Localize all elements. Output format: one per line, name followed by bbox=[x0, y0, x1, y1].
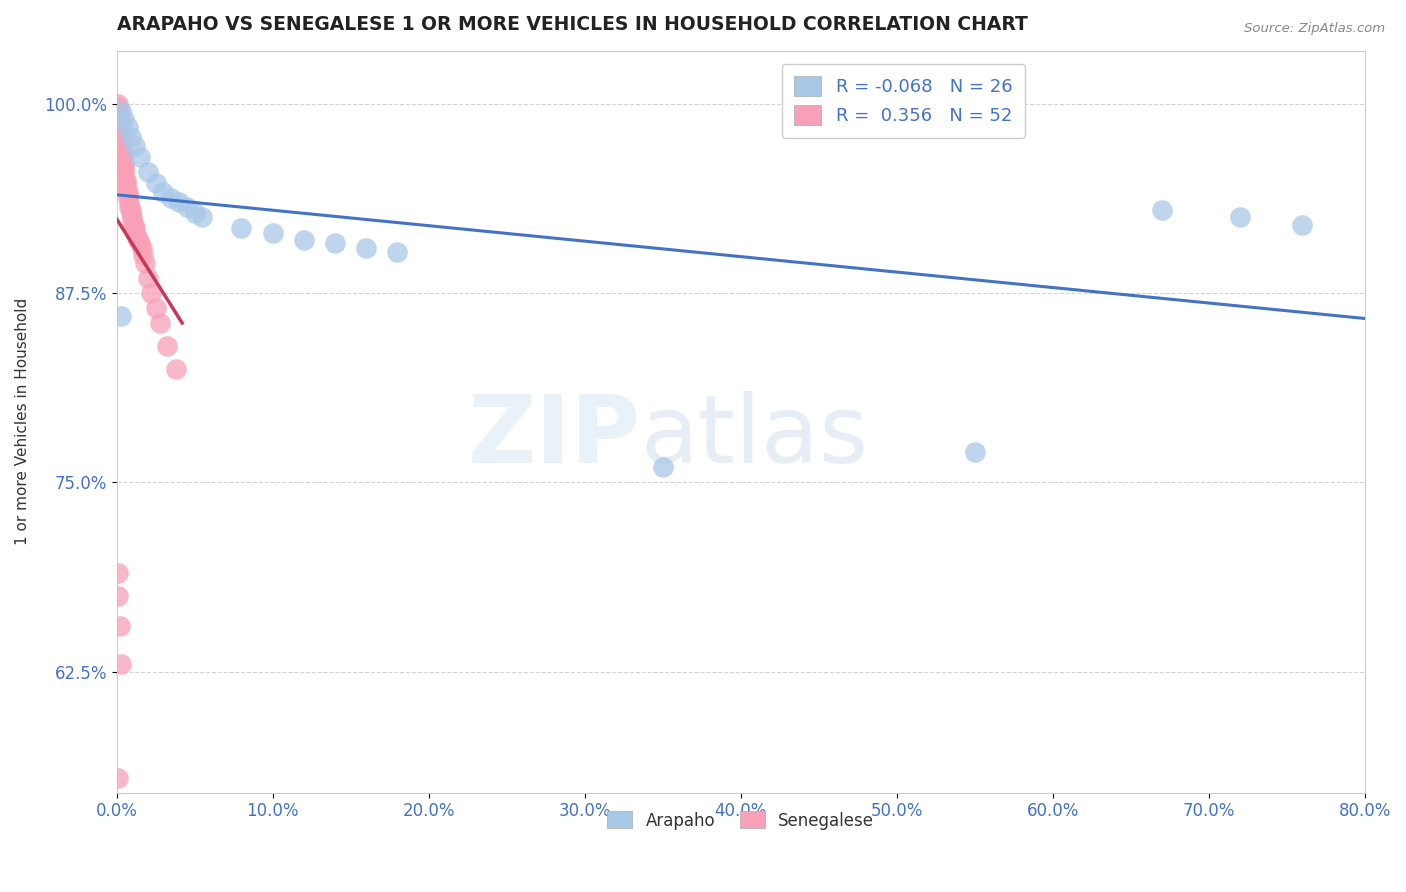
Text: Source: ZipAtlas.com: Source: ZipAtlas.com bbox=[1244, 22, 1385, 36]
Point bbox=[122, 218, 145, 232]
Point bbox=[121, 211, 143, 225]
Point bbox=[112, 112, 135, 126]
Point bbox=[165, 361, 187, 376]
Point bbox=[129, 150, 152, 164]
Point bbox=[117, 120, 139, 134]
Point bbox=[110, 104, 132, 119]
Text: ARAPAHO VS SENEGALESE 1 OR MORE VEHICLES IN HOUSEHOLD CORRELATION CHART: ARAPAHO VS SENEGALESE 1 OR MORE VEHICLES… bbox=[117, 15, 1028, 34]
Point bbox=[136, 271, 159, 285]
Point bbox=[1291, 218, 1313, 232]
Point bbox=[110, 309, 132, 323]
Point bbox=[155, 339, 177, 353]
Point bbox=[125, 230, 148, 244]
Point bbox=[107, 771, 129, 785]
Text: ZIP: ZIP bbox=[468, 391, 641, 483]
Point bbox=[107, 566, 129, 581]
Point bbox=[108, 124, 131, 138]
Point bbox=[387, 245, 409, 260]
Legend: Arapaho, Senegalese: Arapaho, Senegalese bbox=[600, 805, 882, 836]
Point bbox=[323, 236, 346, 251]
Point bbox=[111, 145, 134, 160]
Point bbox=[118, 195, 141, 210]
Point bbox=[117, 185, 139, 199]
Point bbox=[115, 180, 138, 194]
Point bbox=[651, 460, 673, 475]
Point bbox=[112, 161, 135, 175]
Point bbox=[112, 157, 135, 171]
Point bbox=[191, 211, 214, 225]
Point bbox=[107, 589, 129, 603]
Point bbox=[127, 233, 149, 247]
Point bbox=[963, 445, 986, 459]
Point bbox=[115, 176, 138, 190]
Point bbox=[111, 154, 134, 169]
Point bbox=[1229, 211, 1251, 225]
Point bbox=[129, 236, 152, 251]
Point bbox=[183, 206, 205, 220]
Point bbox=[231, 221, 253, 235]
Point bbox=[115, 172, 138, 186]
Point bbox=[108, 619, 131, 633]
Point bbox=[131, 241, 153, 255]
Point bbox=[118, 200, 141, 214]
Point bbox=[110, 127, 132, 141]
Point bbox=[292, 233, 315, 247]
Text: atlas: atlas bbox=[641, 391, 869, 483]
Point bbox=[107, 100, 129, 114]
Point bbox=[111, 150, 134, 164]
Point bbox=[108, 115, 131, 129]
Point bbox=[107, 106, 129, 120]
Point bbox=[110, 657, 132, 671]
Point bbox=[121, 215, 143, 229]
Point bbox=[152, 185, 174, 199]
Point bbox=[112, 169, 135, 184]
Point bbox=[160, 191, 183, 205]
Point bbox=[108, 121, 131, 136]
Point bbox=[134, 256, 156, 270]
Point bbox=[107, 112, 129, 126]
Point bbox=[110, 135, 132, 149]
Point bbox=[117, 187, 139, 202]
Point bbox=[262, 226, 284, 240]
Point bbox=[132, 248, 155, 262]
Point bbox=[167, 195, 190, 210]
Point bbox=[149, 316, 172, 330]
Point bbox=[136, 165, 159, 179]
Point bbox=[1150, 202, 1173, 217]
Point bbox=[110, 142, 132, 156]
Point bbox=[176, 200, 198, 214]
Point bbox=[112, 165, 135, 179]
Point bbox=[120, 202, 142, 217]
Point bbox=[117, 191, 139, 205]
Point bbox=[124, 226, 146, 240]
Point bbox=[145, 176, 167, 190]
Point bbox=[139, 286, 162, 301]
Point bbox=[124, 221, 146, 235]
Point bbox=[120, 206, 142, 220]
Point bbox=[124, 139, 146, 153]
Point bbox=[107, 96, 129, 111]
Point bbox=[108, 118, 131, 132]
Point bbox=[107, 103, 129, 117]
Point bbox=[354, 241, 377, 255]
Point bbox=[110, 130, 132, 145]
Y-axis label: 1 or more Vehicles in Household: 1 or more Vehicles in Household bbox=[15, 298, 30, 545]
Point bbox=[145, 301, 167, 316]
Point bbox=[120, 130, 142, 145]
